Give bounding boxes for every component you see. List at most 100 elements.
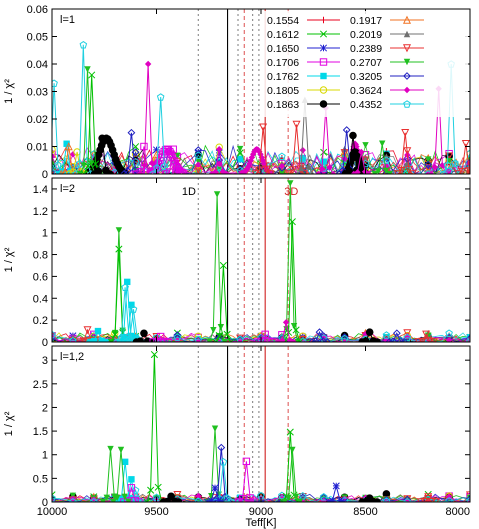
plot-area: [52, 178, 470, 342]
data-point: [373, 498, 382, 502]
data-point: [195, 492, 202, 500]
data-point: [160, 337, 169, 342]
data-point: [248, 154, 256, 161]
data-point: [287, 180, 294, 187]
data-point: [236, 145, 244, 153]
data-point: [216, 332, 224, 340]
data-point: [265, 337, 273, 342]
data-point: [297, 164, 305, 172]
legend-label: 0.1917: [350, 15, 382, 27]
data-point: [403, 495, 412, 502]
data-point: [259, 123, 268, 132]
data-point: [425, 156, 432, 163]
data-point: [94, 167, 103, 174]
data-point: [121, 283, 129, 292]
data-point: [217, 443, 226, 452]
data-point: [445, 497, 453, 502]
data-point: [445, 329, 453, 337]
data-point: [69, 498, 77, 502]
data-point: [117, 446, 125, 454]
data-point: [382, 490, 391, 498]
data-point: [403, 147, 412, 156]
data-point: [451, 159, 459, 167]
data-point: [341, 155, 348, 163]
data-point: [128, 301, 135, 309]
data-point: [122, 338, 130, 342]
data-point: [152, 332, 161, 342]
data-point: [289, 446, 296, 454]
y-axis-label: 1 / χ²: [3, 79, 15, 104]
peak-0.1706: [165, 149, 181, 174]
data-point: [140, 142, 148, 151]
data-point: [424, 160, 433, 169]
legend-marker: [403, 72, 411, 80]
data-point: [173, 333, 182, 341]
data-point: [152, 146, 161, 154]
legend-marker: [403, 30, 411, 38]
data-point: [147, 486, 155, 494]
data-point: [323, 338, 331, 342]
data-point: [466, 155, 470, 163]
legend: 0.1554 0.1612 0.1650 0.1706 0.1762 0.1805 0.18…: [263, 11, 468, 117]
data-point: [382, 497, 391, 502]
data-point: [408, 170, 417, 174]
data-point: [345, 167, 353, 174]
data-point: [103, 494, 110, 501]
data-point: [382, 156, 391, 164]
data-point: [99, 498, 107, 502]
data-point: [281, 498, 289, 502]
data-point: [156, 93, 165, 101]
y-tick-label: 0: [42, 169, 48, 181]
data-point: [311, 337, 320, 342]
legend-marker: [319, 86, 328, 94]
data-point: [296, 498, 304, 502]
data-point: [210, 326, 217, 334]
data-point: [397, 167, 406, 174]
data-point: [358, 148, 365, 156]
x-tick-label: 10000: [37, 506, 68, 518]
data-point: [83, 326, 92, 335]
data-point: [439, 170, 448, 174]
data-point: [362, 142, 369, 149]
data-point: [261, 330, 269, 339]
data-point: [466, 163, 470, 170]
data-point: [236, 335, 244, 342]
legend-label: 0.4352: [350, 99, 382, 111]
data-point: [223, 330, 231, 338]
data-point: [65, 170, 74, 174]
data-point: [379, 140, 386, 147]
data-point: [173, 167, 181, 174]
data-point: [173, 491, 182, 500]
data-point: [445, 167, 453, 174]
peak-0.2707: [209, 194, 226, 342]
panel-label: l=1: [60, 14, 75, 26]
data-point: [392, 329, 401, 338]
data-point: [80, 170, 89, 174]
data-point: [121, 458, 129, 466]
peak-0.1706: [123, 486, 140, 502]
data-point: [124, 335, 131, 342]
y-tick-label: 1.4: [33, 184, 48, 196]
data-point: [251, 170, 260, 174]
data-point: [105, 170, 114, 174]
data-point: [213, 191, 221, 198]
data-point: [94, 327, 102, 335]
data-point: [458, 167, 467, 174]
data-point: [84, 162, 92, 170]
data-point: [249, 151, 257, 158]
legend-marker: [319, 100, 328, 108]
data-point: [102, 338, 109, 342]
x-tick-label: 9500: [144, 506, 168, 518]
annotation-1D: 1D: [182, 186, 196, 198]
data-point: [144, 60, 152, 68]
y-tick-label: 0.06: [27, 4, 48, 16]
data-point: [169, 145, 177, 153]
data-point: [160, 162, 169, 170]
data-point: [257, 497, 265, 502]
y-tick-label: 0.2: [33, 315, 48, 327]
data-point: [107, 338, 115, 342]
data-point: [219, 261, 227, 270]
data-point: [115, 227, 123, 234]
data-point: [129, 305, 138, 313]
data-point: [246, 494, 254, 502]
